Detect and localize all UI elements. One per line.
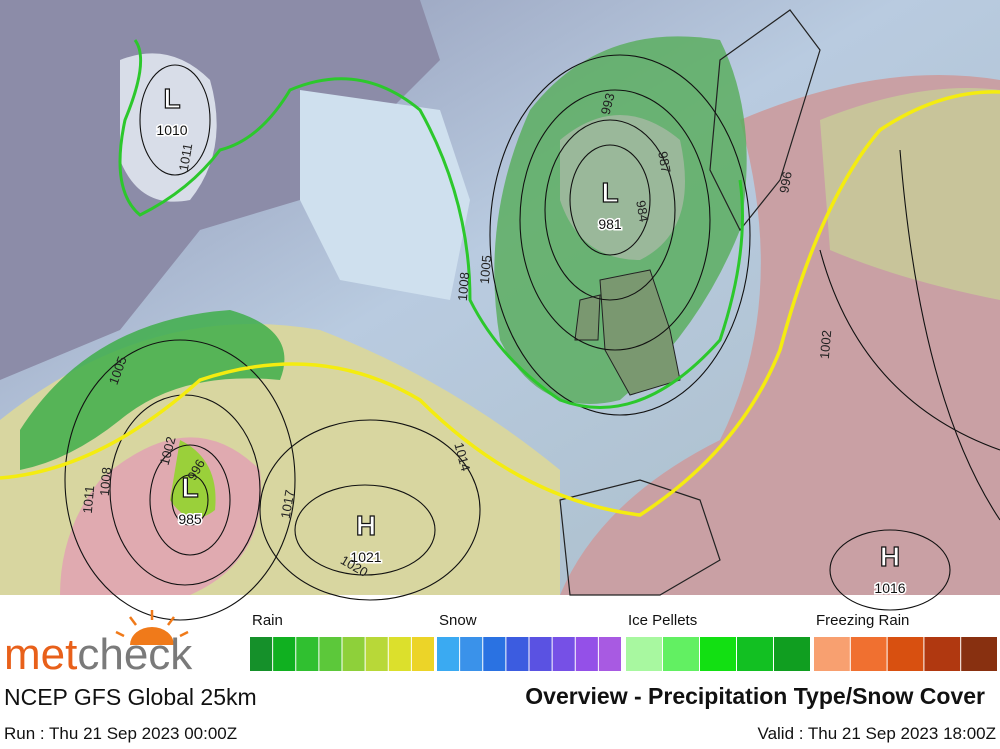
isobar-label: 1008 bbox=[455, 272, 472, 302]
chart-title: Overview - Precipitation Type/Snow Cover bbox=[525, 683, 985, 709]
legend-swatch bbox=[506, 637, 529, 671]
legend-swatch bbox=[700, 637, 736, 671]
legend-label: Ice Pellets bbox=[628, 612, 697, 629]
legend-swatch bbox=[250, 637, 273, 671]
pressure-symbol: H bbox=[356, 510, 376, 541]
pressure-symbol: H bbox=[880, 541, 900, 572]
legend: Rain Snow Ice Pellets Freezing Rain bbox=[250, 612, 997, 671]
isobar-label: 1014 bbox=[451, 441, 473, 473]
cold-air bbox=[300, 90, 470, 300]
run-time: Run : Thu 21 Sep 2023 00:00Z bbox=[4, 724, 237, 743]
freezing-line bbox=[0, 90, 1000, 517]
legend-swatch bbox=[663, 637, 699, 671]
pressure-symbol: L bbox=[181, 472, 198, 503]
legend-swatch bbox=[342, 637, 365, 671]
legend-swatch bbox=[388, 637, 411, 671]
isobar-label: 1008 bbox=[97, 467, 114, 497]
isobar-label: 1005 bbox=[477, 255, 494, 285]
legend-swatch bbox=[598, 637, 621, 671]
logo: metcheck bbox=[4, 610, 193, 679]
pressure-value: 981 bbox=[598, 216, 622, 232]
isobar-label: 996 bbox=[776, 170, 795, 194]
legend-swatch bbox=[365, 637, 388, 671]
isobar-label: 1017 bbox=[278, 489, 298, 520]
legend-swatch bbox=[575, 637, 598, 671]
british-isles bbox=[599, 269, 681, 396]
valid-time: Valid : Thu 21 Sep 2023 18:00Z bbox=[758, 724, 997, 743]
legend-swatch bbox=[319, 637, 342, 671]
isobars bbox=[64, 54, 1000, 621]
rain-band bbox=[20, 310, 285, 470]
isobar-label: 1002 bbox=[157, 435, 179, 467]
pressure-value: 1010 bbox=[156, 122, 187, 138]
scandinavia-coast bbox=[709, 9, 821, 232]
legend-swatch bbox=[961, 637, 997, 671]
legend-label: Rain bbox=[252, 612, 283, 629]
pressure-symbol: L bbox=[163, 83, 180, 114]
legend-swatch bbox=[626, 637, 662, 671]
pressure-value: 1016 bbox=[874, 580, 905, 596]
snow-line bbox=[118, 39, 744, 409]
legend-swatch bbox=[460, 637, 483, 671]
legend-swatch bbox=[411, 637, 434, 671]
map bbox=[0, 0, 1000, 621]
isobar-label: 993 bbox=[598, 91, 618, 116]
legend-swatch bbox=[273, 637, 296, 671]
logo-text: metcheck bbox=[4, 630, 193, 679]
legend-swatch bbox=[924, 637, 961, 671]
iberia-coast bbox=[559, 479, 721, 596]
legend-swatch bbox=[774, 637, 810, 671]
isobar-label: 1011 bbox=[176, 142, 196, 172]
logo-sun bbox=[115, 610, 189, 638]
isobar-label: 1011 bbox=[80, 485, 97, 514]
pressure-symbol: L bbox=[601, 177, 618, 208]
isobar-label: 984 bbox=[633, 199, 652, 223]
greenland bbox=[120, 53, 217, 202]
legend-swatch bbox=[887, 637, 924, 671]
legend-swatch bbox=[737, 637, 773, 671]
isobar-label: 987 bbox=[655, 150, 674, 174]
east-region bbox=[820, 88, 1000, 300]
isobar-label: 1002 bbox=[817, 330, 834, 360]
logo-sun-disc bbox=[130, 627, 174, 645]
legend-swatch bbox=[296, 637, 319, 671]
rain-core bbox=[170, 440, 216, 518]
legend-label: Snow bbox=[439, 612, 477, 629]
model-name: NCEP GFS Global 25km bbox=[4, 684, 257, 710]
legend-swatch bbox=[483, 637, 506, 671]
map-labels: L 1010 L 981 L 985 H 1021 H 1016 1011 993 987 984 996 1… bbox=[80, 82, 907, 597]
pressure-value: 1021 bbox=[350, 549, 381, 565]
legend-swatch bbox=[850, 637, 887, 671]
legend-swatch bbox=[552, 637, 575, 671]
legend-swatch bbox=[437, 637, 460, 671]
legend-swatch bbox=[529, 637, 552, 671]
legend-swatch bbox=[814, 637, 850, 671]
legend-label: Freezing Rain bbox=[816, 612, 909, 629]
pressure-value: 985 bbox=[178, 511, 202, 527]
